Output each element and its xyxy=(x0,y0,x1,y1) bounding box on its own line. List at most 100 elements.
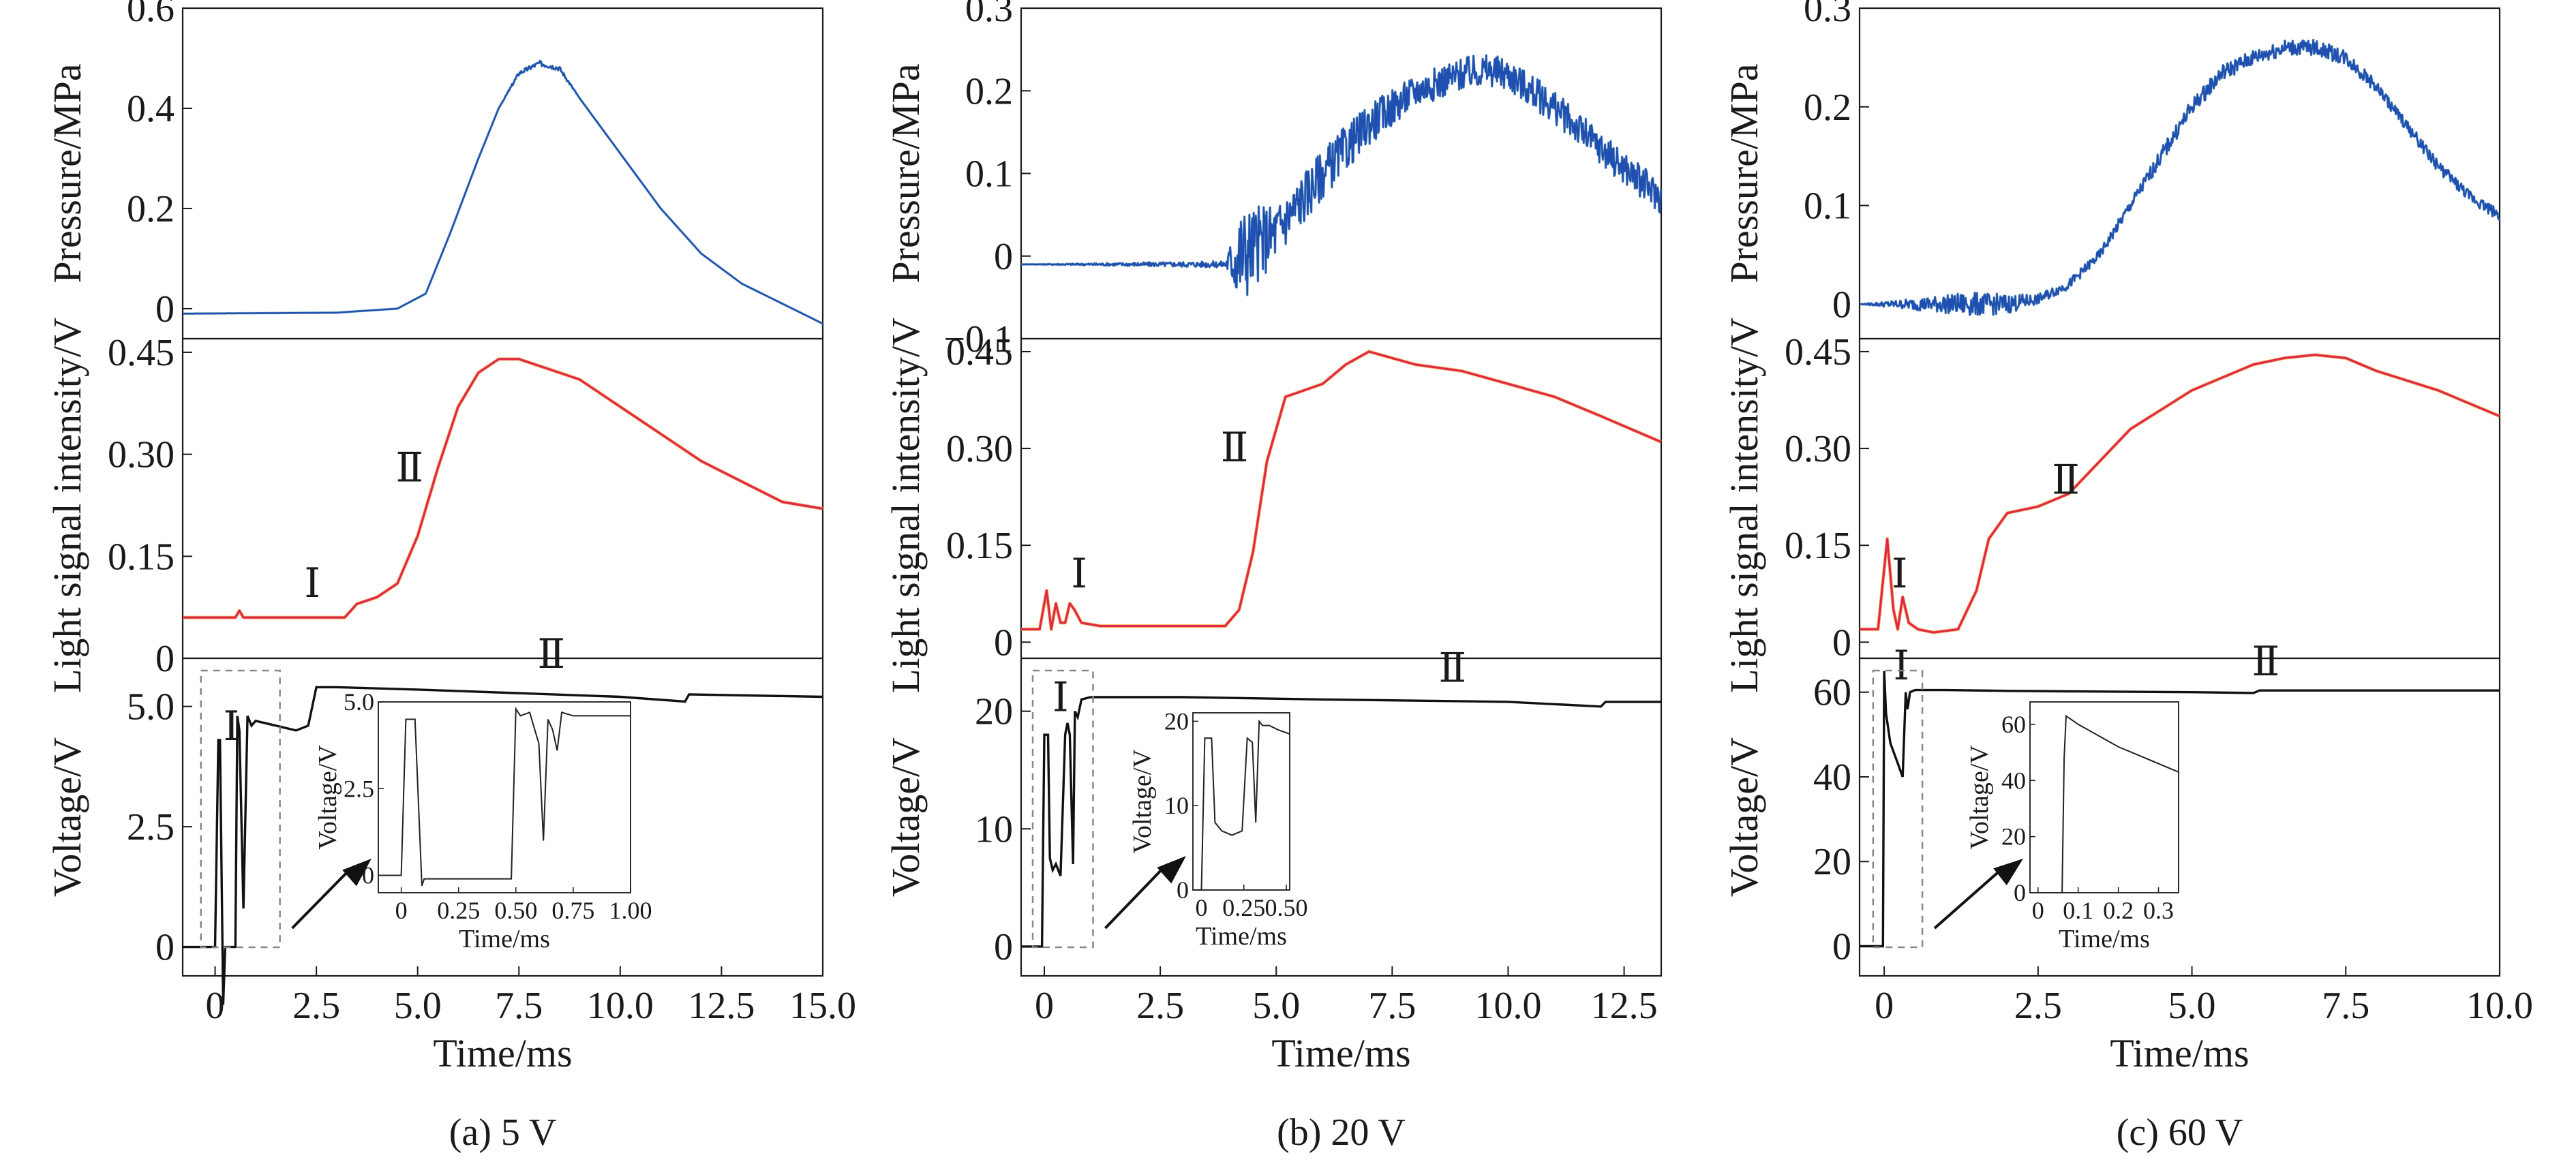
pressure-frame xyxy=(1858,7,2501,340)
y-tick-label: 0.45 xyxy=(108,332,175,374)
light-frame xyxy=(1020,337,1663,660)
x-tick-label: 7.5 xyxy=(2322,985,2369,1027)
y-tick-label: 0.4 xyxy=(127,88,175,130)
light-series-line xyxy=(183,358,823,619)
annotation-ii: Ⅱ xyxy=(537,632,565,677)
y-tick-label: 40 xyxy=(1813,756,1851,799)
pressure-series-line xyxy=(1020,54,1663,296)
inset-y-tick-label: 0 xyxy=(2014,879,2026,906)
y-tick-label: 60 xyxy=(1813,672,1851,714)
zoom-arrow-shaft xyxy=(1104,864,1167,930)
y-tick-label: 0.30 xyxy=(946,428,1013,470)
x-tick-label: 7.5 xyxy=(1368,985,1416,1027)
light-y-axis-label: Light signal intensity/V xyxy=(45,318,89,693)
inset-frame xyxy=(1192,712,1290,891)
inset-x-tick-label: 0 xyxy=(2032,897,2044,924)
annotation-i: Ⅰ xyxy=(1071,551,1087,596)
y-tick-label: 0 xyxy=(1832,283,1851,326)
x-tick-label: 0 xyxy=(206,985,225,1027)
zoom-region-box xyxy=(200,669,281,949)
x-tick-label: 0 xyxy=(1035,985,1054,1027)
annotation-ii: Ⅱ xyxy=(2052,457,2080,502)
y-tick-label: 0.2 xyxy=(127,188,175,230)
inset-y-tick-label: 0 xyxy=(1177,876,1189,904)
pressure-frame xyxy=(1020,7,1663,340)
annotation-i: Ⅰ xyxy=(304,561,320,606)
pressure-subplot: −0.1 0 0.1 0.2 0.3 Pressure/MPa xyxy=(883,0,1663,360)
y-tick-label: 0.45 xyxy=(1785,331,1851,373)
inset-x-tick-label: 0 xyxy=(1195,894,1207,921)
pressure-series-shadow xyxy=(1020,54,1663,296)
voltage-y-axis-label: Voltage/V xyxy=(45,737,89,897)
inset-voltage-line xyxy=(2030,714,2179,893)
voltage-frame xyxy=(181,657,824,977)
panel-caption: (a) 5 V xyxy=(449,1111,557,1154)
y-tick-label: 20 xyxy=(975,691,1013,733)
y-tick-label: 0.30 xyxy=(1785,428,1851,470)
light-y-axis-label: Light signal intensity/V xyxy=(1722,318,1766,693)
y-tick-label: 0 xyxy=(155,927,175,969)
annotation-ii: Ⅱ xyxy=(395,446,423,491)
x-tick-label: 15.0 xyxy=(789,985,856,1027)
y-tick-label: 0.3 xyxy=(1804,0,1851,30)
voltage-series-line xyxy=(1021,696,1661,948)
pressure-subplot: 0 0.1 0.2 0.3 Pressure/MPa xyxy=(1722,0,2501,340)
x-tick-label: 5.0 xyxy=(2168,985,2216,1027)
inset-y-axis-label: Voltage/V xyxy=(314,745,342,850)
annotation-i: Ⅰ xyxy=(1892,551,1908,596)
annotation-i: Ⅰ xyxy=(1894,643,1910,688)
inset-frame xyxy=(2029,701,2179,893)
light-y-axis-label: Light signal intensity/V xyxy=(883,318,928,693)
y-tick-label: 0.1 xyxy=(1804,185,1851,228)
inset-x-tick-label: 0.25 xyxy=(1222,894,1265,921)
light-series-shadow xyxy=(183,357,823,619)
y-tick-label: 10 xyxy=(975,808,1013,850)
y-tick-label: 0.1 xyxy=(965,153,1013,196)
pressure-y-axis-label: Pressure/MPa xyxy=(45,63,89,283)
panel-caption: (c) 60 V xyxy=(2117,1111,2243,1154)
inset-x-tick-label: 0.75 xyxy=(551,897,594,924)
inset-x-tick-label: 0.25 xyxy=(437,897,480,924)
y-tick-label: 0 xyxy=(1832,622,1851,664)
zoom-arrow-head xyxy=(342,859,372,887)
inset-x-tick-label: 1.00 xyxy=(609,897,652,924)
inset-x-axis-label: Time/ms xyxy=(2059,925,2150,953)
panel-b: −0.1 0 0.1 0.2 0.3 Pressure/MPa 0 0.15 0.30 0.45 L… xyxy=(883,0,1663,1154)
voltage-y-axis-label: Voltage/V xyxy=(1722,737,1766,897)
inset-y-tick-label: 2.5 xyxy=(344,775,374,802)
light-series-shadow xyxy=(1860,353,2500,634)
inset-y-tick-label: 40 xyxy=(2001,767,2026,794)
light-frame xyxy=(181,337,824,660)
y-tick-label: 0.15 xyxy=(108,536,175,578)
light-series-line xyxy=(1021,350,1662,631)
voltage-subplot: 0 2.5 5.0 Voltage/V 0 2.5 5.0 7.5 10.0 12.5 15.0 Ⅰ Ⅱ… xyxy=(45,632,856,1027)
y-tick-label: 0.3 xyxy=(965,0,1013,30)
y-tick-label: 0 xyxy=(155,638,175,680)
inset-x-tick-label: 0.2 xyxy=(2103,897,2134,924)
x-tick-label: 2.5 xyxy=(292,985,340,1027)
annotation-ii: Ⅱ xyxy=(2252,639,2280,684)
light-subplot: 0 0.15 0.30 0.45 Light signal intensity/V Ⅰ Ⅱ xyxy=(1722,318,2501,693)
zoom-region-box xyxy=(1872,669,1924,949)
y-tick-label: 0 xyxy=(994,926,1013,968)
y-tick-label: −0.1 xyxy=(943,318,1013,360)
inset-x-tick-label: 0.50 xyxy=(494,897,537,924)
inset-x-tick-label: 0.50 xyxy=(1265,894,1308,921)
pressure-y-axis-label: Pressure/MPa xyxy=(1722,63,1766,283)
y-tick-label: 0.6 xyxy=(127,0,175,30)
x-tick-label: 12.5 xyxy=(688,985,755,1027)
y-tick-label: 0.15 xyxy=(946,525,1013,567)
x-axis-label: Time/ms xyxy=(2110,1031,2249,1075)
panel-a: 0 0.2 0.4 0.6 Pressure/MPa 0 0.15 0.30 0.45 Light… xyxy=(45,0,856,1154)
light-frame xyxy=(1858,337,2501,660)
annotation-i: Ⅰ xyxy=(223,704,239,749)
voltage-series-line xyxy=(183,686,823,1005)
inset-voltage-line xyxy=(378,706,631,887)
x-tick-label: 10.0 xyxy=(2466,985,2533,1027)
light-series-shadow xyxy=(1021,350,1662,631)
x-tick-label: 5.0 xyxy=(394,985,442,1027)
x-axis-label: Time/ms xyxy=(433,1031,572,1075)
zoom-arrow-head xyxy=(1157,856,1186,884)
inset-x-tick-label: 0.1 xyxy=(2063,897,2093,924)
